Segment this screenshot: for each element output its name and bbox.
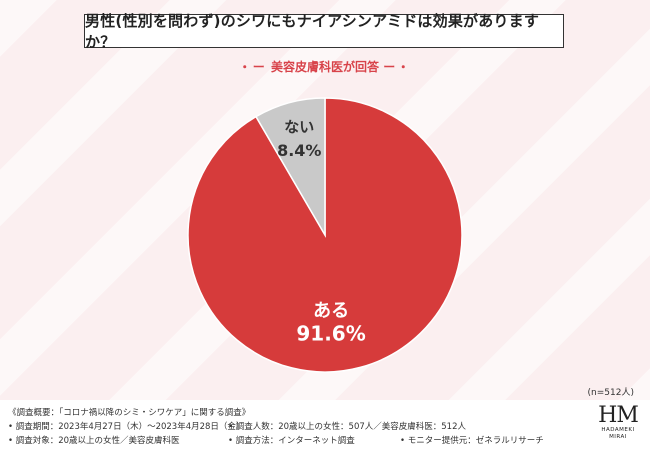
chart-title: 男性(性別を問わず)のシワにもナイアシンアミドは効果がありますか？ bbox=[84, 12, 564, 51]
subtitle-decoration-right: ー・ bbox=[383, 60, 412, 74]
brand-logo: HM HADAMEKI MIRAI bbox=[593, 405, 643, 441]
survey-overview: 《調査概要：「コロナ禍以降のシミ・シワケア」に関する調査》 bbox=[8, 408, 251, 418]
survey-footer: 《調査概要：「コロナ禍以降のシミ・シワケア」に関する調査》 • 調査期間：202… bbox=[0, 400, 650, 450]
slice-value-1: 91.6% bbox=[296, 322, 365, 346]
pie-slice-2 bbox=[254, 97, 326, 238]
survey-target: • 調査対象：20歳以上の女性／美容皮膚科医 bbox=[8, 436, 180, 446]
logo-mark: HM bbox=[598, 403, 639, 428]
subtitle-text: 美容皮膚科医が回答 bbox=[270, 60, 379, 74]
subtitle-decoration-left: ・ー bbox=[238, 60, 267, 74]
logo-line2: MIRAI bbox=[609, 434, 627, 440]
sample-size: (n=512人) bbox=[587, 388, 634, 398]
survey-provider: • モニター提供元：ゼネラルリサーチ bbox=[400, 436, 544, 446]
slice-label-2: ない bbox=[284, 118, 314, 136]
survey-method: • 調査方法：インターネット調査 bbox=[228, 436, 355, 446]
logo-line1: HADAMEKI bbox=[601, 427, 635, 433]
survey-respondents: • 調査人数：20歳以上の女性：507人／美容皮膚科医：512人 bbox=[228, 422, 466, 432]
slice-label-1: ある bbox=[313, 301, 349, 322]
subtitle: ・ー 美容皮膚科医が回答 ー・ bbox=[0, 58, 650, 75]
chart-title-text: 男性(性別を問わず)のシワにもナイアシンアミドは効果がありますか？ bbox=[85, 12, 540, 51]
slice-value-2: 8.4% bbox=[277, 141, 321, 160]
survey-period: • 調査期間：2023年4月27日（木）〜2023年4月28日（金） bbox=[8, 422, 245, 432]
